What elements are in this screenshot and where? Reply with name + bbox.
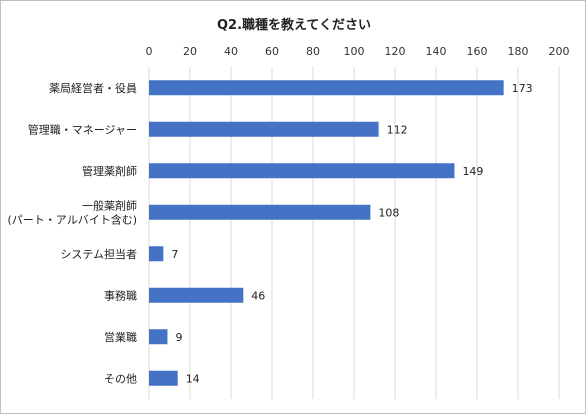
x-tick-label: 120 <box>385 45 406 58</box>
bar <box>149 287 244 303</box>
data-label: 149 <box>462 165 483 178</box>
bar <box>149 246 164 262</box>
category-label: 管理職・マネージャー <box>28 122 137 136</box>
bar <box>149 163 455 179</box>
category-labels: 薬局経営者・役員管理職・マネージャー管理薬剤師一般薬剤師(パート・アルバイト含む… <box>8 81 137 386</box>
x-axis-ticks: 0 20 40 60 80 100 120 140 160 180 200 <box>146 45 570 58</box>
x-tick-label: 140 <box>426 45 447 58</box>
bar <box>149 80 504 96</box>
data-label: 46 <box>251 289 265 302</box>
category-label: 事務職 <box>104 288 137 302</box>
category-label: その他 <box>104 372 137 385</box>
data-label: 9 <box>175 331 182 344</box>
data-label: 173 <box>512 82 533 95</box>
category-label: 営業職 <box>104 330 137 344</box>
x-tick-label: 180 <box>508 45 529 58</box>
x-tick-label: 60 <box>265 45 279 58</box>
bar <box>149 370 178 386</box>
data-label: 108 <box>378 206 399 219</box>
bar <box>149 121 379 137</box>
chart-title: Q2.職種を教えてください <box>217 17 371 33</box>
x-tick-label: 100 <box>344 45 365 58</box>
bars <box>149 80 504 386</box>
data-label: 112 <box>387 123 408 136</box>
gridlines <box>148 67 560 399</box>
x-tick-label: 160 <box>467 45 488 58</box>
category-label: 一般薬剤師(パート・アルバイト含む) <box>8 198 137 226</box>
x-tick-label: 200 <box>549 45 570 58</box>
data-label: 7 <box>171 248 178 261</box>
category-label: システム担当者 <box>60 247 137 261</box>
category-label: 管理薬剤師 <box>82 164 137 178</box>
x-tick-label: 40 <box>224 45 238 58</box>
x-tick-label: 20 <box>183 45 197 58</box>
bar <box>149 204 371 220</box>
data-labels: 173 112 149 108 7 46 9 14 <box>171 82 532 386</box>
x-tick-label: 80 <box>306 45 320 58</box>
data-label: 14 <box>186 372 200 385</box>
bar <box>149 329 168 345</box>
x-tick-label: 0 <box>146 45 153 58</box>
category-label: 薬局経営者・役員 <box>49 81 137 95</box>
